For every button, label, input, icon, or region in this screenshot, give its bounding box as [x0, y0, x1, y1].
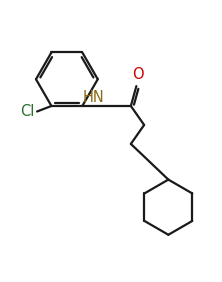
- Text: Cl: Cl: [20, 104, 34, 119]
- Text: HN: HN: [82, 90, 104, 105]
- Text: O: O: [132, 67, 143, 82]
